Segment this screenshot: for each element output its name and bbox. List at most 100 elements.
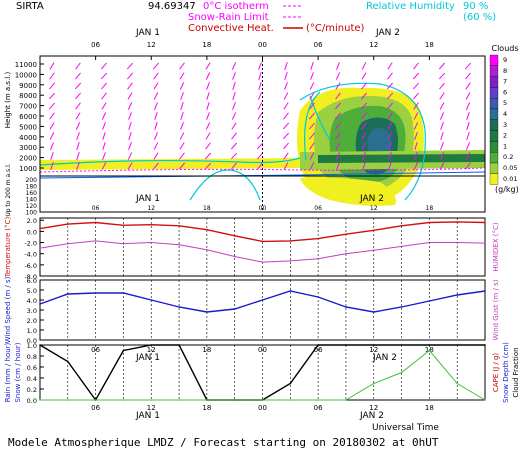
precip-y-label-right3: Cloud Fraction — [512, 347, 520, 397]
legend-isotherm: 0°C isotherm — [203, 1, 269, 12]
wind-arrow — [413, 102, 419, 110]
series-point-temperature-0 — [39, 227, 41, 230]
wind-arrow — [413, 162, 419, 170]
wind-arrow — [284, 62, 288, 70]
wind-arrow — [127, 82, 133, 90]
wind-arrow — [205, 122, 211, 130]
series-point-wind-0 — [94, 292, 97, 294]
series-point-wind-0 — [428, 300, 431, 302]
wind-arrow — [75, 122, 81, 130]
colorbar-swatch — [489, 108, 499, 120]
series-point-precip-0 — [345, 344, 347, 346]
x-tick-label: 00 — [258, 41, 267, 49]
wind-arrow — [102, 152, 106, 160]
series-point-wind-0 — [289, 290, 292, 292]
wind-arrow — [76, 142, 80, 150]
series-point-temperature-0 — [289, 240, 292, 242]
wind-arrow — [439, 92, 445, 100]
series-point-precip-1 — [372, 382, 375, 385]
colorbar-swatch — [489, 173, 499, 185]
wind-arrow — [232, 72, 236, 80]
cloud-region-7 — [318, 154, 485, 163]
series-point-precip-0 — [456, 344, 458, 346]
y-tick-label: -6.0 — [24, 262, 37, 270]
series-point-wind-0 — [484, 290, 486, 292]
y-tick-label: 4.0 — [27, 297, 37, 305]
series-point-temperature-1 — [233, 255, 236, 258]
series-point-precip-1 — [345, 399, 347, 401]
y-tick-label: -4.0 — [24, 251, 37, 259]
wind-arrow — [309, 162, 315, 170]
wind-arrow — [154, 112, 158, 120]
wind-arrow — [438, 72, 446, 80]
wind-arrow — [336, 62, 340, 70]
wind-arrow — [101, 102, 107, 110]
colorbar-swatch — [489, 130, 499, 142]
x-tick-label: 00 — [258, 404, 267, 412]
x-tick-label: 06 — [314, 205, 322, 212]
rh-60-label: (60 %) — [463, 12, 496, 23]
wind-arrow — [309, 152, 315, 160]
y-tick-label: 0.0 — [27, 337, 37, 345]
colorbar-level-label: 4 — [503, 110, 507, 118]
wind-arrow — [128, 142, 132, 150]
wind-arrow — [465, 162, 471, 170]
series-point-precip-0 — [289, 382, 292, 385]
wind-arrow — [387, 122, 393, 130]
wind-arrow — [154, 102, 158, 110]
series-point-precip-0 — [428, 344, 431, 346]
wind-arrow — [232, 92, 236, 100]
legend-convective-unit: (°C/minute) — [306, 23, 365, 34]
wind-arrow — [179, 82, 185, 90]
y-tick-label: 180 — [26, 184, 38, 191]
y-tick-label: 1.0 — [27, 342, 37, 350]
x-tick-label: 06 — [314, 404, 323, 412]
series-point-temperature-1 — [289, 260, 292, 262]
wind-arrow — [48, 92, 56, 100]
wind-arrow — [49, 82, 55, 90]
colorbar-title: Clouds — [491, 44, 518, 53]
wind-arrow — [310, 72, 314, 80]
wind-arrow — [153, 142, 159, 150]
series-point-wind-0 — [122, 292, 125, 294]
precip-y-label2: Snow (cm / hour) — [14, 342, 22, 402]
series-point-temperature-0 — [150, 223, 153, 226]
wind-arrow — [206, 82, 210, 90]
wind-arrow — [180, 122, 184, 130]
series-point-wind-0 — [400, 306, 403, 308]
legend-snow-rain: Snow-Rain Limit — [188, 12, 269, 23]
wind-arrow — [206, 102, 210, 110]
series-point-wind-0 — [456, 294, 458, 296]
colorbar-level-label: 0.05 — [503, 164, 517, 172]
x-tick-label: 18 — [426, 205, 434, 212]
wind-arrow — [387, 132, 393, 140]
wind-arrow — [387, 102, 393, 110]
wind-arrow — [361, 72, 367, 80]
wind-arrow — [153, 92, 159, 100]
wind-arrow — [361, 62, 367, 70]
wind-arrow — [309, 92, 315, 100]
wind-arrow — [386, 92, 394, 100]
x-tick-label: 06 — [92, 205, 100, 212]
colorbar-unit: (g/kg) — [495, 185, 519, 194]
colorbar-level-label: 6 — [503, 88, 507, 96]
x-tick-label: 12 — [370, 205, 378, 212]
series-point-temperature-1 — [150, 241, 153, 244]
wind-arrow — [439, 162, 445, 170]
series-point-wind-0 — [345, 306, 347, 308]
wind-arrow — [335, 152, 341, 160]
precip-y-label-right2: Snow Depth (cm) — [502, 342, 510, 403]
wind-arrow — [76, 152, 80, 160]
wind-arrow — [180, 102, 184, 110]
wind-arrow — [206, 112, 210, 120]
series-point-precip-0 — [150, 344, 153, 346]
cloud-y-label2: Up to 200 m a.s.l. — [5, 163, 12, 216]
series-point-temperature-0 — [94, 221, 97, 224]
series-point-precip-1 — [289, 399, 292, 401]
wind-arrow — [127, 102, 133, 110]
series-point-temperature-1 — [94, 240, 97, 242]
series-point-precip-1 — [94, 399, 97, 401]
wind-arrow — [414, 142, 418, 150]
wind-arrow — [361, 132, 367, 140]
wind-arrow — [153, 82, 159, 90]
